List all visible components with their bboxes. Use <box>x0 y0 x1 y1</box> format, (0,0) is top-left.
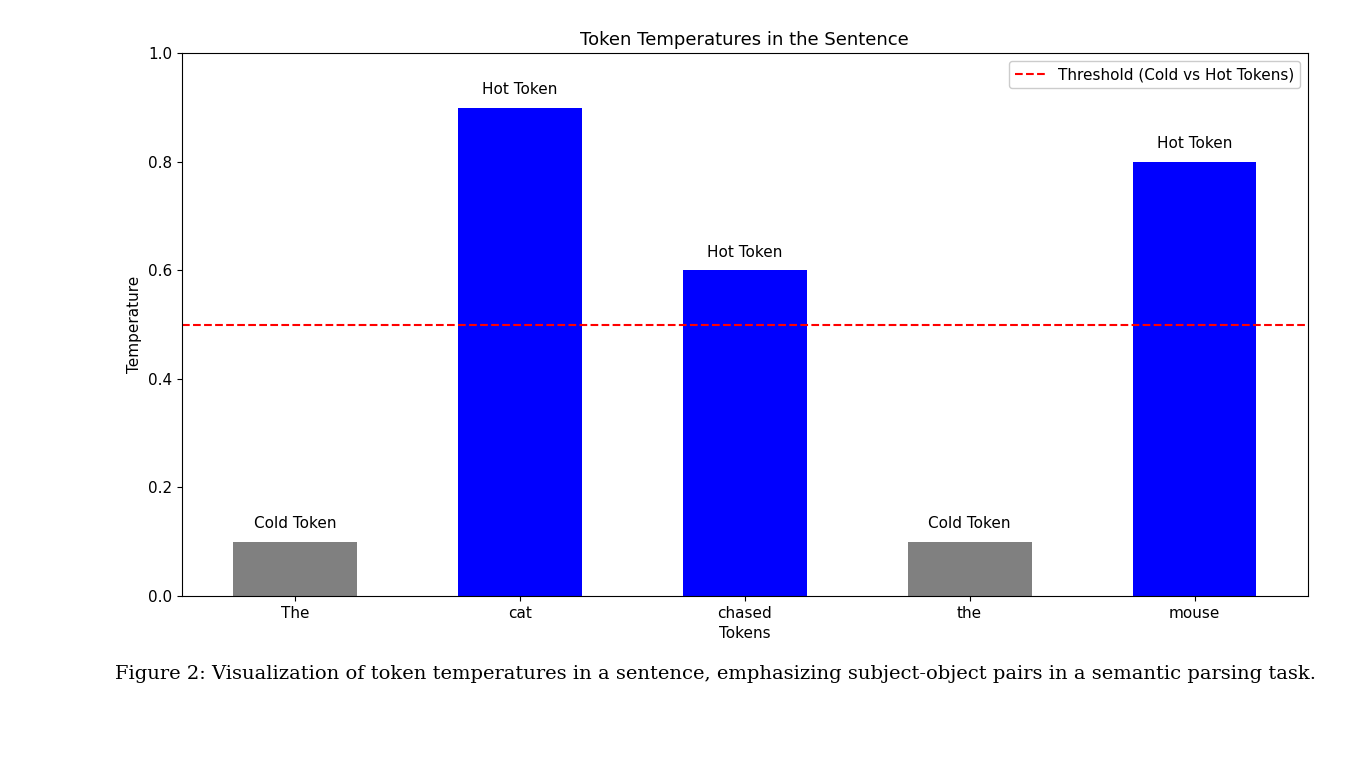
Text: Hot Token: Hot Token <box>1157 136 1232 151</box>
Bar <box>1132 162 1256 596</box>
Text: Cold Token: Cold Token <box>929 516 1011 531</box>
Text: Hot Token: Hot Token <box>708 244 782 260</box>
Y-axis label: Temperature: Temperature <box>128 276 143 374</box>
Bar <box>907 542 1031 596</box>
Legend: Threshold (Cold vs Hot Tokens): Threshold (Cold vs Hot Tokens) <box>1008 61 1299 89</box>
Text: Cold Token: Cold Token <box>253 516 336 531</box>
Text: Figure 2: Visualization of token temperatures in a sentence, emphasizing subject: Figure 2: Visualization of token tempera… <box>115 665 1316 683</box>
Bar <box>458 108 582 596</box>
Title: Token Temperatures in the Sentence: Token Temperatures in the Sentence <box>581 31 909 49</box>
X-axis label: Tokens: Tokens <box>718 626 771 641</box>
Bar <box>233 542 357 596</box>
Bar <box>683 270 806 596</box>
Text: Hot Token: Hot Token <box>483 82 558 97</box>
